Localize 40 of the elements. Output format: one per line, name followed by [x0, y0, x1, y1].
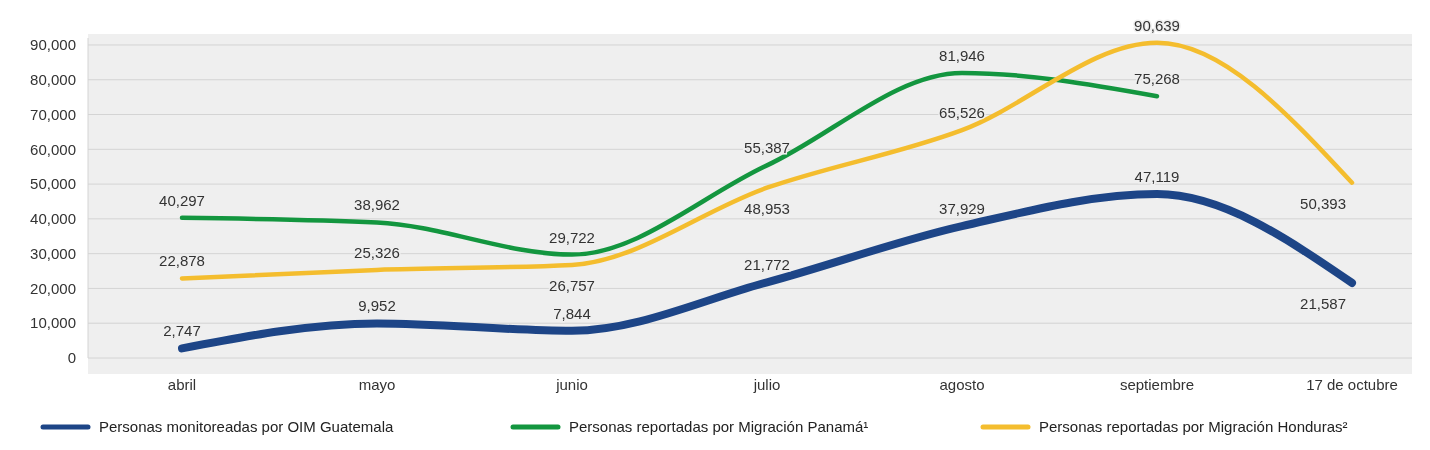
y-tick-label: 60,000	[30, 140, 76, 158]
y-tick-label: 30,000	[30, 244, 76, 262]
data-label: 22,878	[159, 252, 205, 270]
data-label: 47,119	[1134, 168, 1180, 186]
y-tick-label: 80,000	[30, 70, 76, 88]
legend-label: Personas monitoreadas por OIM Guatemala	[99, 418, 394, 435]
data-label: 50,393	[1300, 194, 1346, 212]
y-tick-label: 0	[67, 349, 76, 367]
data-label: 21,587	[1300, 294, 1346, 312]
x-tick-label: abril	[167, 376, 197, 393]
data-label: 55,387	[744, 139, 790, 157]
data-label: 37,929	[939, 200, 985, 218]
data-label: 65,526	[939, 104, 985, 122]
y-tick-label: 10,000	[30, 314, 76, 332]
data-label: 38,962	[354, 196, 400, 214]
y-tick-label: 20,000	[30, 279, 76, 297]
y-tick-label: 50,000	[30, 175, 76, 193]
data-label: 7,844	[553, 304, 591, 322]
x-tick-label: 17 de octubre	[1306, 376, 1398, 393]
legend-label: Personas reportadas por Migración Honduras²	[1039, 418, 1348, 435]
data-label: 90,639	[1134, 16, 1180, 34]
x-tick-label: mayo	[358, 376, 396, 393]
data-label: 29,722	[549, 228, 595, 246]
data-label: 81,946	[939, 46, 985, 64]
data-label: 21,772	[744, 256, 790, 274]
y-tick-label: 70,000	[30, 105, 76, 123]
y-tick-label: 40,000	[30, 210, 76, 228]
data-label: 2,747	[163, 322, 201, 340]
legend-label: Personas reportadas por Migración Panamá¹	[569, 418, 869, 435]
data-label: 9,952	[358, 297, 396, 315]
data-label: 48,953	[744, 199, 790, 217]
data-label: 75,268	[1134, 70, 1180, 88]
x-tick-label: junio	[555, 376, 588, 393]
data-label: 26,757	[549, 276, 595, 294]
x-tick-label: agosto	[939, 376, 985, 393]
data-label: 25,326	[354, 243, 400, 261]
x-tick-label: julio	[752, 376, 781, 393]
x-tick-label: septiembre	[1119, 376, 1195, 393]
data-label: 40,297	[159, 191, 205, 209]
y-tick-label: 90,000	[30, 36, 76, 54]
